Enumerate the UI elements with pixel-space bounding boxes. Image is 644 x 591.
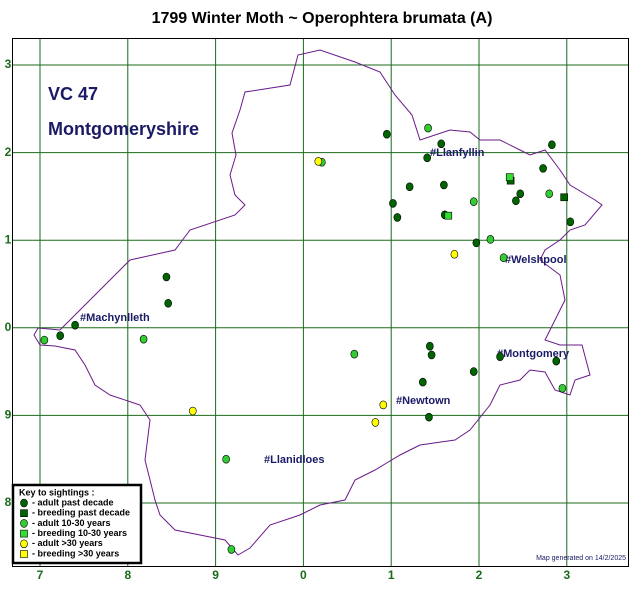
x-tick-label: 9 bbox=[212, 568, 219, 582]
x-tick-label: 8 bbox=[124, 568, 131, 582]
sighting-dot bbox=[314, 157, 323, 166]
sighting-dot bbox=[512, 196, 520, 206]
sighting-dot bbox=[469, 197, 478, 206]
place-label: #Machynlleth bbox=[80, 312, 150, 324]
place-label: #Newtown bbox=[396, 395, 451, 407]
sighting-dot bbox=[496, 352, 504, 362]
sighting-dot bbox=[469, 367, 478, 376]
vc-number: VC 47 bbox=[48, 84, 98, 104]
county-boundary bbox=[33, 49, 603, 556]
sighting-dot bbox=[539, 164, 547, 173]
sighting-square bbox=[505, 173, 514, 181]
sighting-dot bbox=[389, 199, 397, 208]
sighting-dot bbox=[350, 349, 359, 359]
x-tick-label: 1 bbox=[388, 568, 395, 582]
place-label: #Llanidloes bbox=[264, 454, 325, 466]
key-label: - adult >30 years bbox=[32, 538, 103, 548]
sighting-dot bbox=[371, 418, 380, 427]
y-tick-label: 9 bbox=[5, 408, 12, 422]
sighting-dot bbox=[393, 213, 402, 222]
sighting-dot bbox=[56, 331, 64, 340]
place-label: #Llanfyllin bbox=[430, 147, 485, 159]
x-tick-label: 0 bbox=[300, 568, 307, 582]
x-tick-label: 7 bbox=[37, 568, 44, 582]
key-label: - breeding >30 years bbox=[32, 548, 119, 558]
sighting-dot bbox=[450, 249, 459, 259]
sighting-dot bbox=[164, 298, 172, 308]
key-box bbox=[11, 483, 143, 565]
sighting-dot bbox=[486, 235, 495, 244]
sighting-dot bbox=[566, 217, 575, 227]
sighting-dot bbox=[558, 383, 567, 393]
sighting-dot bbox=[472, 238, 481, 248]
key-symbol bbox=[20, 498, 28, 508]
sighting-dot bbox=[383, 129, 391, 139]
sighting-dot bbox=[40, 335, 49, 345]
place-label: #Montgomery bbox=[497, 348, 570, 360]
y-tick-label: 3 bbox=[5, 57, 12, 71]
sighting-dot bbox=[499, 253, 508, 263]
sighting-dot bbox=[405, 182, 414, 192]
sighting-dot bbox=[425, 412, 433, 422]
sighting-dot bbox=[419, 377, 427, 387]
sightings bbox=[40, 123, 575, 554]
sighting-dot bbox=[437, 139, 446, 149]
key-symbol bbox=[20, 509, 28, 518]
x-tick-label: 3 bbox=[563, 568, 570, 582]
sighting-dot bbox=[427, 350, 436, 360]
sighting-square bbox=[444, 211, 453, 220]
key-label: - adult past decade bbox=[32, 497, 114, 507]
sighting-dot bbox=[516, 189, 525, 199]
key-symbol bbox=[20, 519, 28, 528]
sighting-dot bbox=[440, 180, 448, 190]
key-symbol bbox=[20, 539, 28, 549]
place-label: #Welshpool bbox=[505, 254, 567, 266]
key-symbol bbox=[20, 550, 28, 558]
key-label: - breeding past decade bbox=[32, 508, 130, 518]
key-label: - breeding 10-30 years bbox=[32, 528, 127, 538]
y-tick-label: 2 bbox=[5, 145, 12, 159]
sighting-dot bbox=[162, 272, 171, 282]
sighting-dot bbox=[545, 189, 554, 199]
y-tick-label: 8 bbox=[5, 495, 12, 509]
map-frame bbox=[12, 38, 629, 567]
sighting-dot bbox=[423, 153, 431, 163]
sighting-dot bbox=[424, 123, 432, 133]
y-tick-label: 1 bbox=[5, 232, 12, 246]
sighting-dot bbox=[139, 334, 148, 344]
key-title: Key to sightings : bbox=[19, 487, 95, 497]
y-tick-label: 0 bbox=[5, 320, 12, 334]
sighting-square bbox=[560, 193, 568, 202]
key-label: - adult 10-30 years bbox=[32, 518, 111, 528]
sighting-dot bbox=[227, 545, 236, 554]
sighting-dot bbox=[548, 140, 556, 150]
sighting-dot bbox=[188, 406, 197, 416]
county-name: Montgomeryshire bbox=[48, 119, 199, 139]
sighting-dot bbox=[222, 454, 230, 464]
place-labels: #Llanfyllin #Welshpool #Machynlleth #Montgo… bbox=[80, 147, 570, 466]
sighting-dot bbox=[379, 400, 388, 410]
sighting-dot bbox=[552, 356, 561, 366]
footer: Map generated on 14/2/2025 bbox=[536, 555, 626, 562]
map-title: 1799 Winter Moth ~ Operophtera brumata (… bbox=[152, 10, 493, 27]
sighting-dot bbox=[71, 320, 79, 330]
key: Key to sightings :- adult past decade- b… bbox=[19, 487, 130, 558]
x-tick-label: 2 bbox=[476, 568, 483, 582]
sighting-dot bbox=[426, 341, 434, 351]
key-symbol bbox=[20, 529, 28, 538]
